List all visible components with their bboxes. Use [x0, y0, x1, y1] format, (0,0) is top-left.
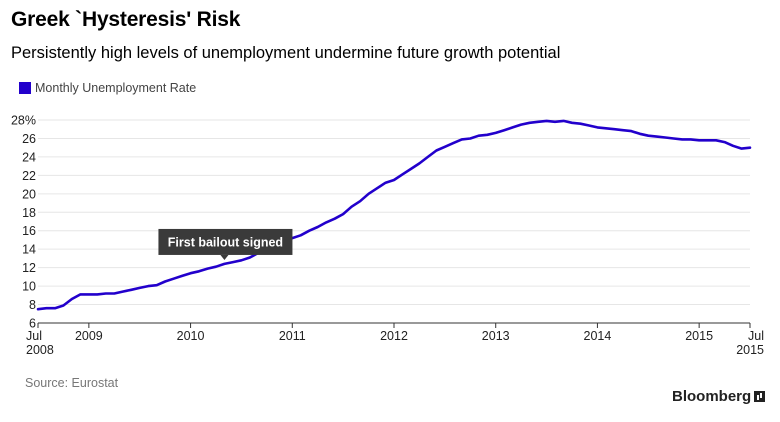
x-tick-label: 2014	[584, 329, 612, 343]
y-axis: 28% 26 24 22 20 18 16 14 12 10 8 6	[11, 114, 36, 331]
y-tick-label: 24	[22, 150, 36, 164]
chart-title: Greek `Hysteresis' Risk	[11, 8, 241, 31]
annotation-pointer	[220, 254, 229, 260]
x-tick-label-year: 2008	[26, 343, 54, 357]
chart-subtitle: Persistently high levels of unemployment…	[11, 44, 561, 62]
x-tick-label: 2011	[279, 329, 306, 343]
x-tick-label-year: 2015	[736, 343, 764, 357]
y-tick-label: 12	[22, 261, 36, 275]
brand-name: Bloomberg	[672, 388, 752, 405]
bloomberg-icon	[754, 391, 766, 402]
y-tick-label: 6	[29, 317, 36, 331]
x-tick-label: 2013	[482, 329, 510, 343]
legend-label: Monthly Unemployment Rate	[35, 81, 197, 95]
y-tick-label: 22	[22, 169, 36, 183]
chart-legend: Monthly Unemployment Rate	[19, 81, 196, 95]
gridlines	[38, 119, 750, 306]
x-tick-label: 2012	[380, 329, 408, 343]
y-tick-label: 8	[29, 298, 36, 312]
y-tick-label: 28%	[11, 114, 36, 128]
annotation-layer: First bailout signed	[158, 228, 293, 260]
y-tick-label: 20	[22, 187, 36, 201]
y-tick-label: 16	[22, 224, 36, 238]
legend-swatch	[19, 82, 31, 94]
annotation-label: First bailout signed	[168, 235, 283, 249]
y-tick-label: 18	[22, 206, 36, 220]
x-tick-label: Jul	[748, 329, 764, 343]
y-tick-label: 26	[22, 132, 36, 146]
y-tick-label: 10	[22, 280, 36, 294]
annotation-box	[158, 228, 293, 255]
brand-logo: Bloomberg	[672, 388, 766, 405]
x-tick-label: 2010	[177, 329, 205, 343]
source-note: Source: Eurostat	[25, 376, 119, 390]
x-tick-label: 2015	[685, 329, 713, 343]
y-tick-label: 14	[22, 243, 36, 257]
series-line-unemployment	[36, 119, 752, 311]
series-layer	[36, 119, 752, 311]
x-tick-label: Jul	[26, 329, 42, 343]
x-tick-label: 2009	[75, 329, 103, 343]
